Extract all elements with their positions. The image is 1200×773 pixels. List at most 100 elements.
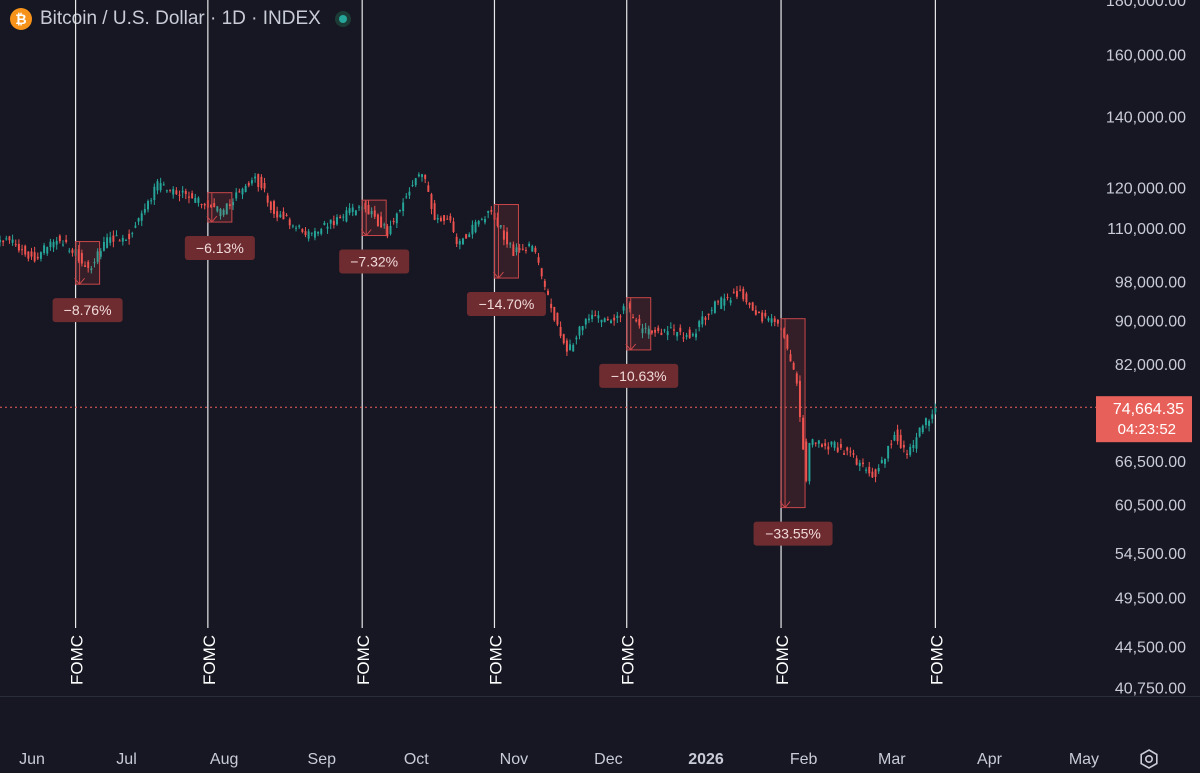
candle [710,307,713,315]
candle [515,243,518,256]
x-tick-label: Nov [500,751,528,768]
candle [915,432,918,453]
candle [578,325,581,340]
candle [156,179,159,195]
candle [521,243,524,251]
candle [24,244,27,257]
candle [480,217,483,221]
y-tick-label: 54,500.00 [1115,546,1186,563]
candle [742,286,745,302]
x-tick-label: Mar [878,751,906,768]
candle [219,208,222,220]
candle [808,442,811,485]
candle [295,225,298,232]
candle [673,324,675,336]
candle [191,190,194,199]
candle [90,265,93,274]
drawdown-marker[interactable]: −14.70% [466,204,546,317]
candle [452,217,455,233]
candle [584,318,587,329]
candle [928,419,931,432]
candle [33,246,36,263]
candle [269,200,272,214]
candle [395,212,398,229]
candle [682,332,685,342]
candle [868,461,871,477]
chart-header: ₿ Bitcoin / U.S. Dollar · 1D · INDEX [10,6,351,32]
candle [786,333,789,351]
candle [767,316,770,323]
candle [17,239,20,253]
candle [509,241,512,249]
fomc-label: FOMC [619,635,638,685]
drawdown-marker[interactable]: −33.55% [753,318,833,546]
candle [748,302,751,309]
candle [931,409,934,424]
candle [36,252,39,261]
symbol-title[interactable]: Bitcoin / U.S. Dollar · 1D · INDEX [40,8,321,29]
candle [159,177,162,193]
candle [783,327,786,339]
candle [62,240,64,247]
candle [537,252,540,266]
drawdown-marker[interactable]: −7.32% [339,199,410,274]
candle [380,211,383,228]
candle [792,361,795,371]
candle [184,188,187,200]
candle [458,238,461,250]
candle [71,247,74,257]
fomc-label: FOMC [927,635,946,685]
candle [46,246,49,256]
candle [698,319,701,332]
candle [685,332,688,340]
candle [405,193,408,199]
candle [534,245,537,254]
candle [732,288,735,294]
candle [817,439,820,448]
candle [764,309,767,319]
candle [717,299,720,306]
candle [647,325,650,339]
candle [137,217,140,226]
candle [427,181,430,193]
candle [461,237,464,245]
candle [934,403,937,415]
candle [14,239,17,248]
candle [131,231,134,238]
candle [484,216,486,225]
candle [222,208,225,217]
candle [172,186,175,199]
candle [581,325,584,336]
drawdown-marker[interactable]: −8.76% [52,241,123,323]
candle [628,301,631,313]
change-badge [339,249,410,274]
candle [512,241,515,257]
y-tick-label: 66,500.00 [1115,454,1186,471]
candle [408,187,411,199]
candle [421,173,423,182]
candle [367,200,370,215]
candle [924,417,927,429]
candle [11,234,14,246]
candle [912,439,915,453]
drawdown-marker[interactable]: −10.63% [599,297,679,388]
y-tick-label: 60,500.00 [1115,498,1186,515]
candle [313,227,316,241]
candle [644,323,647,334]
candle [795,371,798,387]
candle [502,224,505,246]
candle [436,214,439,224]
candle [128,229,131,245]
candle [707,313,710,321]
change-label: −33.55% [765,526,821,542]
candle [99,248,102,260]
drawdown-marker[interactable]: −6.13% [184,192,255,261]
candle [846,446,849,456]
gear-icon[interactable] [1138,748,1160,770]
x-tick-label: Sep [308,751,337,768]
candle [496,212,499,228]
candle [843,450,846,455]
candle [758,311,760,314]
candle [669,322,672,329]
